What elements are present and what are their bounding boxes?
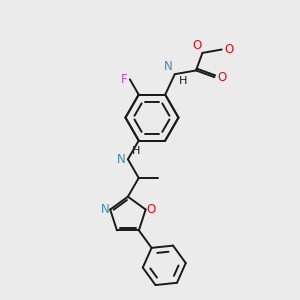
Text: H: H <box>132 146 140 156</box>
Text: N: N <box>117 153 126 166</box>
Text: N: N <box>164 60 173 73</box>
Text: O: O <box>147 203 156 216</box>
Text: N: N <box>100 203 109 216</box>
Text: O: O <box>218 71 227 84</box>
Text: O: O <box>192 39 201 52</box>
Text: H: H <box>179 76 187 86</box>
Text: F: F <box>121 73 128 86</box>
Text: O: O <box>225 43 234 56</box>
